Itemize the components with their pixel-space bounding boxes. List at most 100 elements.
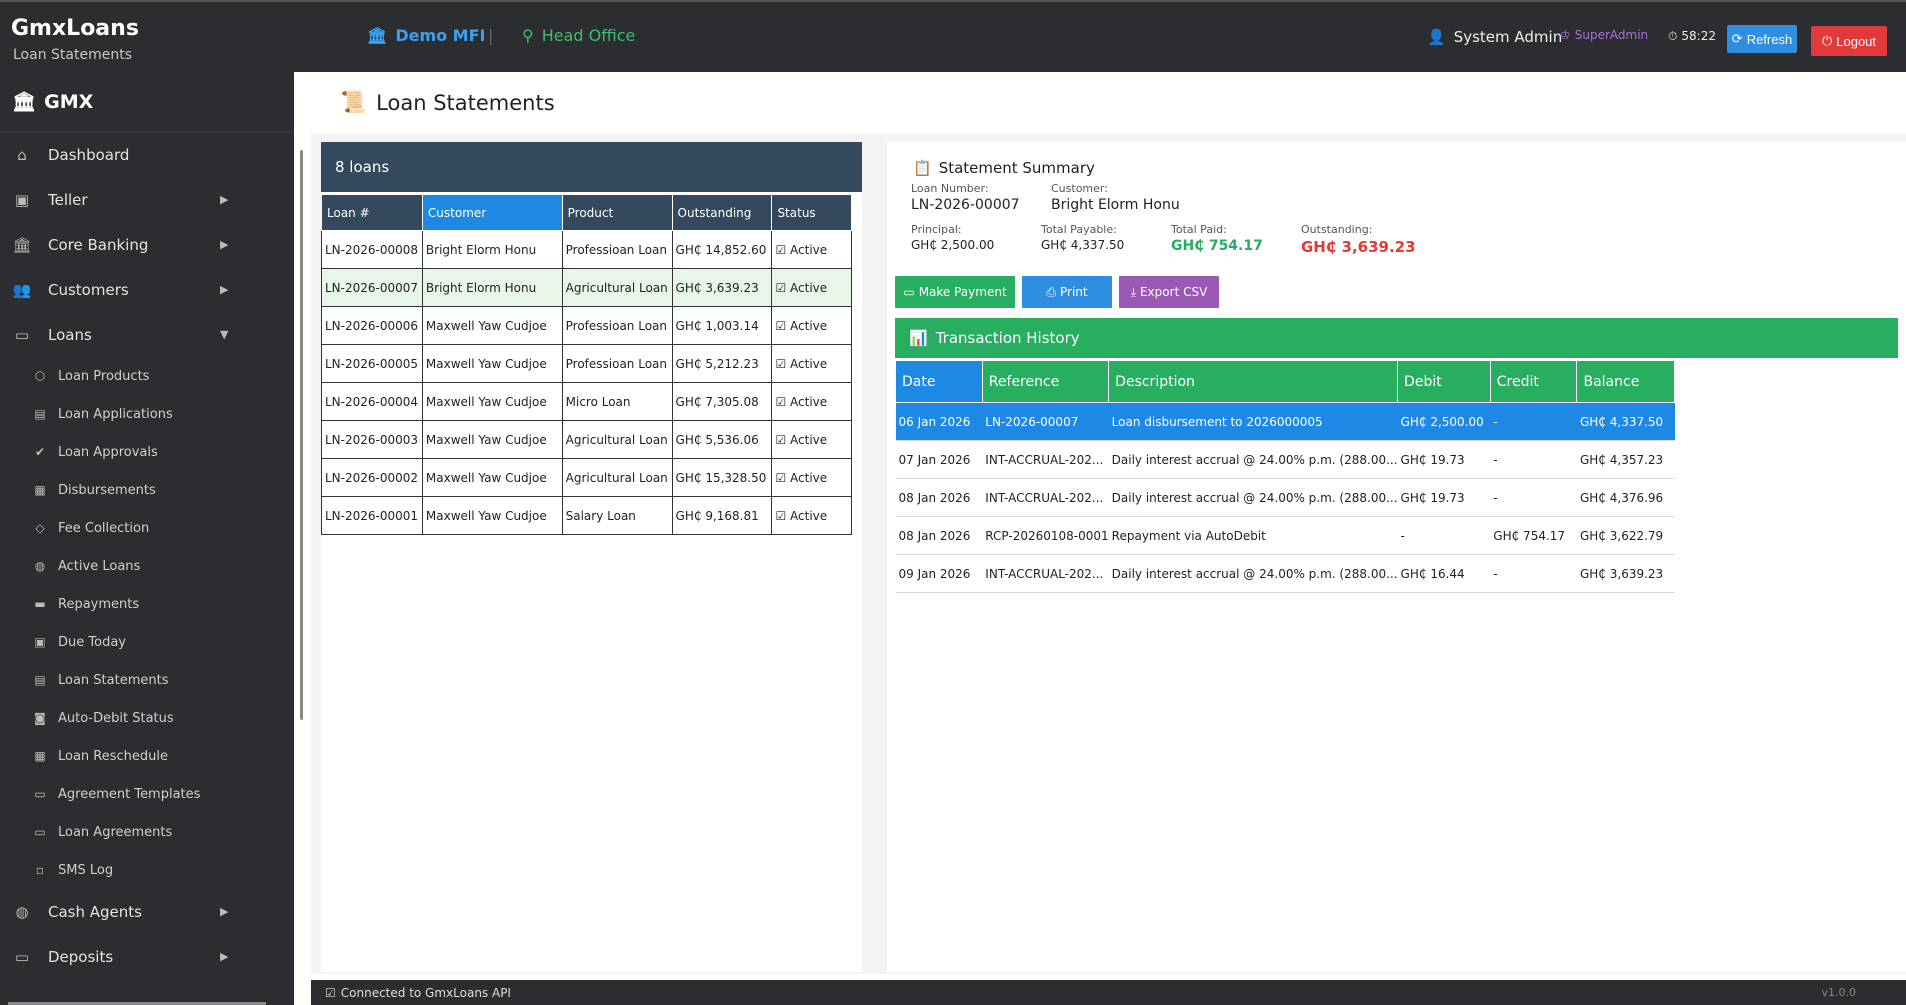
column-header-date[interactable]: Date: [895, 360, 983, 403]
statement-panel: 📋 Statement Summary Loan Number: LN-2026…: [887, 142, 1906, 972]
export-csv-button[interactable]: ⤓ Export CSV: [1119, 276, 1219, 308]
status-badge: ☑ Active: [771, 496, 852, 535]
separator: |: [488, 26, 494, 45]
sidebar-sub-due-today[interactable]: ▣ Due Today: [0, 623, 294, 661]
table-row[interactable]: 07 Jan 2026 INT-ACCRUAL-202... Daily int…: [895, 440, 1675, 479]
column-header-balance[interactable]: Balance: [1576, 360, 1675, 403]
money-bag-icon: ◍: [15, 902, 29, 921]
sidebar-item-customers[interactable]: 👥 Customers ▶: [0, 267, 294, 312]
make-payment-button[interactable]: ▭ Make Payment: [895, 276, 1015, 308]
money-bag-icon: ◍: [34, 559, 46, 573]
table-row[interactable]: 09 Jan 2026 INT-ACCRUAL-202... Daily int…: [895, 554, 1675, 593]
branch-link[interactable]: ⚲ Head Office: [522, 26, 636, 45]
status-badge: ☑ Active: [771, 420, 852, 459]
logout-icon: ⏻: [1821, 33, 1833, 48]
app-subtitle: Loan Statements: [13, 47, 132, 63]
logout-button[interactable]: ⏻ Logout: [1811, 26, 1887, 56]
principal-label: Principal:: [911, 223, 962, 236]
table-row[interactable]: LN-2026-00005 Maxwell Yaw Cudjoe Professio…: [321, 344, 852, 383]
status-badge: ☑ Active: [771, 382, 852, 421]
column-header-description[interactable]: Description: [1108, 360, 1399, 403]
table-row[interactable]: 08 Jan 2026 INT-ACCRUAL-202... Daily int…: [895, 478, 1675, 517]
bank-icon: 🏛: [12, 235, 32, 254]
scroll-icon: 📜: [340, 90, 367, 114]
sidebar-sub-sms-log[interactable]: ▫ SMS Log: [0, 851, 294, 889]
sidebar-sub-auto-debit-status[interactable]: ◙ Auto-Debit Status: [0, 699, 294, 737]
document-icon: ▭: [34, 787, 46, 801]
atm-icon: ▭: [14, 947, 30, 966]
money-icon: ▦: [34, 483, 46, 497]
checkbox-icon: ☑: [775, 318, 787, 333]
table-row[interactable]: 08 Jan 2026 RCP-20260108-0001 Repayment …: [895, 516, 1675, 555]
document-icon: ▭: [34, 825, 46, 839]
sidebar-horizontal-scrollbar[interactable]: [8, 1002, 266, 1005]
column-header-loan-number[interactable]: Loan #: [321, 194, 423, 231]
total-payable-label: Total Payable:: [1041, 223, 1117, 236]
main-content: 📜 Loan Statements 8 loans Loan # Custome…: [311, 72, 1906, 1005]
table-row[interactable]: LN-2026-00008 Bright Elorm Honu Professioa…: [321, 230, 852, 269]
sidebar-sub-agreement-templates[interactable]: ▭ Agreement Templates: [0, 775, 294, 813]
table-row[interactable]: LN-2026-00006 Maxwell Yaw Cudjoe Professio…: [321, 306, 852, 345]
sidebar-sub-active-loans[interactable]: ◍ Active Loans: [0, 547, 294, 585]
checkbox-icon: ☑: [775, 394, 787, 409]
crown-icon: ♔: [1560, 28, 1571, 42]
table-row[interactable]: LN-2026-00003 Maxwell Yaw Cudjoe Agricultu…: [321, 420, 852, 459]
clipboard-icon: 📋: [913, 159, 932, 177]
sidebar-item-dashboard[interactable]: ⌂ Dashboard: [0, 132, 294, 177]
column-header-credit[interactable]: Credit: [1489, 360, 1578, 403]
bank-icon: 🏛: [367, 26, 388, 45]
checkbox-icon: ☑: [775, 508, 787, 523]
users-icon: 👥: [12, 280, 32, 299]
total-paid-value: GH₵ 754.17: [1171, 238, 1263, 254]
top-bar: GmxLoans Loan Statements 🏛 Demo MFI | ⚲ …: [0, 0, 1906, 72]
checkbox-icon: ☑: [775, 356, 787, 371]
check-icon: ✔: [34, 445, 46, 459]
column-header-debit[interactable]: Debit: [1397, 360, 1491, 403]
table-row[interactable]: LN-2026-00002 Maxwell Yaw Cudjoe Agricultu…: [321, 458, 852, 497]
table-row[interactable]: LN-2026-00001 Maxwell Yaw Cudjoe Salary Lo…: [321, 496, 852, 535]
table-row[interactable]: LN-2026-00007 Bright Elorm Honu Agricultur…: [321, 268, 852, 307]
user-menu[interactable]: 👤 System Admin: [1427, 28, 1563, 46]
statement-summary: 📋 Statement Summary Loan Number: LN-2026…: [887, 142, 1906, 272]
customer-value: Bright Elorm Honu: [1051, 197, 1180, 213]
total-payable-value: GH₵ 4,337.50: [1041, 238, 1125, 252]
sidebar-item-teller[interactable]: ▣ Teller ▶: [0, 177, 294, 222]
sidebar-sub-repayments[interactable]: ▬ Repayments: [0, 585, 294, 623]
bank-icon: 🏛: [12, 91, 37, 113]
user-icon: 👤: [1427, 28, 1446, 46]
caret-down-icon: ▼: [220, 328, 229, 341]
sidebar-sub-loan-approvals[interactable]: ✔ Loan Approvals: [0, 433, 294, 471]
message-icon: ▫: [35, 863, 45, 877]
sidebar-scrollbar[interactable]: [300, 150, 303, 720]
sidebar-item-cash-agents[interactable]: ◍ Cash Agents ▶: [0, 889, 294, 934]
table-row[interactable]: 06 Jan 2026 LN-2026-00007 Loan disbursem…: [895, 402, 1675, 441]
column-header-customer[interactable]: Customer: [421, 194, 563, 231]
sidebar-sub-loan-products[interactable]: ⬡ Loan Products: [0, 357, 294, 395]
table-row[interactable]: LN-2026-00004 Maxwell Yaw Cudjoe Micro Loa…: [321, 382, 852, 421]
caret-right-icon: ▶: [220, 283, 229, 296]
column-header-outstanding[interactable]: Outstanding: [671, 194, 773, 231]
home-icon: ⌂: [17, 145, 27, 164]
role-badge: ♔ SuperAdmin: [1560, 28, 1649, 42]
sidebar-item-deposits[interactable]: ▭ Deposits ▶: [0, 934, 294, 979]
sidebar-sub-loan-statements[interactable]: ▤ Loan Statements: [0, 661, 294, 699]
card-icon: ▭: [903, 285, 915, 299]
status-badge: ☑ Active: [771, 268, 852, 307]
sidebar-sub-loan-applications[interactable]: ▤ Loan Applications: [0, 395, 294, 433]
column-header-product[interactable]: Product: [561, 194, 673, 231]
sidebar-brand: 🏛 GMX: [0, 72, 294, 132]
column-header-reference[interactable]: Reference: [981, 360, 1110, 403]
sidebar-sub-loan-reschedule[interactable]: ▦ Loan Reschedule: [0, 737, 294, 775]
sidebar-item-loans[interactable]: ▭ Loans ▼: [0, 312, 294, 357]
column-header-status[interactable]: Status: [771, 194, 852, 231]
sidebar-sub-fee-collection[interactable]: ◇ Fee Collection: [0, 509, 294, 547]
organization-link[interactable]: 🏛 Demo MFI: [367, 26, 486, 45]
print-button[interactable]: ⎙ Print: [1022, 276, 1112, 308]
session-timer: ⏱ 58:22: [1668, 29, 1716, 43]
sidebar-sub-disbursements[interactable]: ▦ Disbursements: [0, 471, 294, 509]
bar-chart-icon: 📊: [909, 329, 928, 347]
checkbox-icon: ☑: [775, 242, 787, 257]
sidebar-item-core-banking[interactable]: 🏛 Core Banking ▶: [0, 222, 294, 267]
sidebar-sub-loan-agreements[interactable]: ▭ Loan Agreements: [0, 813, 294, 851]
refresh-button[interactable]: ⟳ Refresh: [1727, 25, 1797, 53]
